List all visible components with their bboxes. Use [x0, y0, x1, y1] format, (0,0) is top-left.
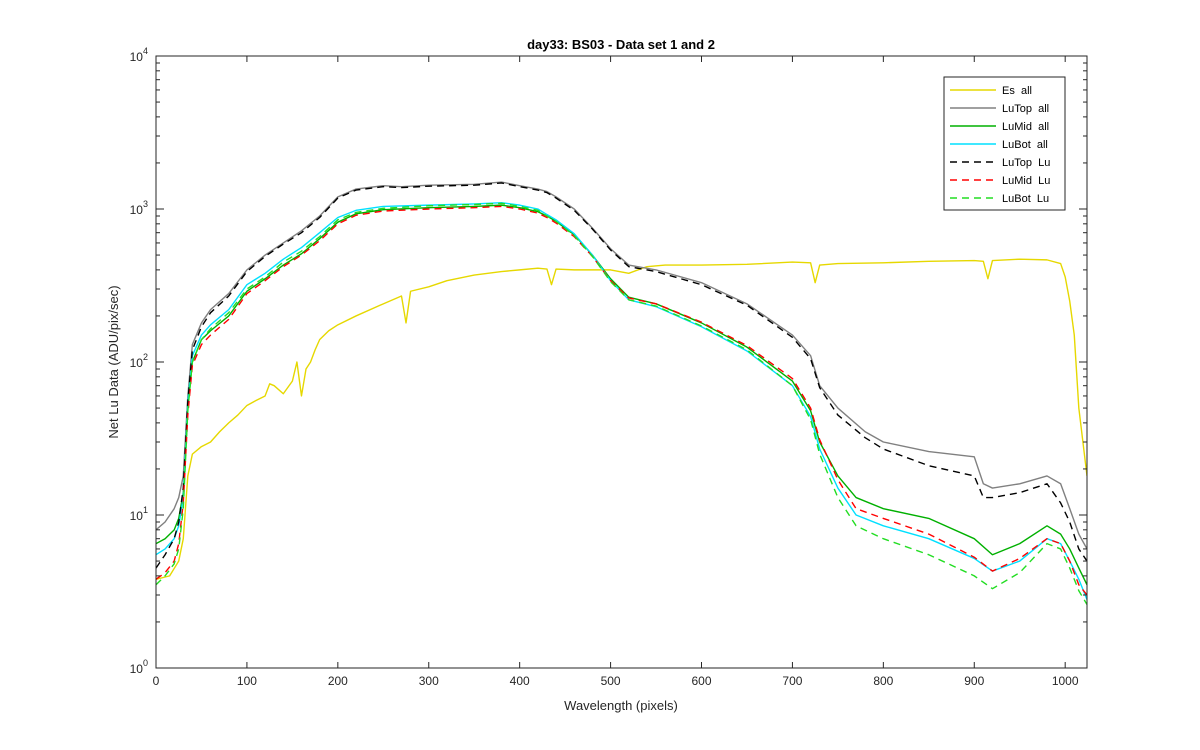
series-line-5: [156, 205, 1087, 596]
legend-label: LuBot all: [1002, 139, 1048, 151]
series-line-4: [156, 182, 1087, 569]
y-tick-label: 103: [130, 199, 148, 217]
legend: Es all LuTop all LuMid all LuBot all LuTop L…: [943, 76, 1066, 211]
series-line-1: [156, 181, 1087, 550]
legend-label: LuBot Lu: [1002, 193, 1049, 205]
chart-title: day33: BS03 - Data set 1 and 2: [527, 37, 715, 52]
series-line-6: [156, 202, 1087, 605]
x-tick-label: 600: [691, 674, 711, 688]
series-line-0: [156, 258, 1087, 580]
legend-label: LuMid Lu: [1002, 175, 1050, 187]
legend-label: LuTop all: [1002, 103, 1049, 115]
x-tick-label: 500: [601, 674, 621, 688]
y-tick-label: 102: [130, 352, 148, 370]
y-tick-label: 100: [130, 658, 148, 676]
x-tick-label: 1000: [1052, 674, 1079, 688]
x-tick-label: 100: [237, 674, 257, 688]
x-tick-label: 0: [153, 674, 160, 688]
x-tick-label: 400: [510, 674, 530, 688]
legend-label: LuMid all: [1002, 121, 1049, 133]
series-layer: [156, 181, 1087, 605]
legend-label: Es all: [1002, 85, 1032, 97]
x-tick-label: 800: [873, 674, 893, 688]
ticks-layer: 0 100 200 300 400 500 600 700 800 900 1000 100 101 10…: [130, 46, 1087, 688]
series-line-3: [156, 201, 1087, 600]
y-tick-label: 104: [130, 46, 148, 64]
x-tick-label: 200: [328, 674, 348, 688]
legend-items: Es all LuTop all LuMid all LuBot all LuTop L…: [950, 85, 1050, 205]
legend-label: LuTop Lu: [1002, 157, 1050, 169]
y-axis-label: Net Lu Data (ADU/pix/sec): [106, 285, 121, 438]
x-tick-label: 700: [782, 674, 802, 688]
x-tick-label: 300: [419, 674, 439, 688]
x-tick-label: 900: [964, 674, 984, 688]
y-tick-label: 101: [130, 505, 148, 523]
x-axis-label: Wavelength (pixels): [564, 698, 678, 713]
